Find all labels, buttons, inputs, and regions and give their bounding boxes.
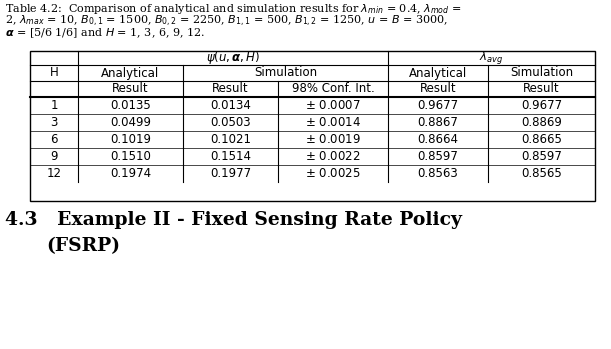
Text: Result: Result: [420, 82, 456, 96]
Text: 0.9677: 0.9677: [521, 99, 562, 112]
Text: Result: Result: [523, 82, 560, 96]
Text: 0.1977: 0.1977: [210, 167, 251, 180]
Text: 0.8665: 0.8665: [521, 133, 562, 146]
Text: 1: 1: [50, 99, 58, 112]
Text: 0.0134: 0.0134: [210, 99, 251, 112]
Text: 0.8664: 0.8664: [417, 133, 458, 146]
Text: 0.1514: 0.1514: [210, 150, 251, 163]
Text: 4.3   Example II - Fixed Sensing Rate Policy: 4.3 Example II - Fixed Sensing Rate Poli…: [5, 211, 462, 229]
Text: 6: 6: [50, 133, 58, 146]
Text: 0.1974: 0.1974: [110, 167, 151, 180]
Text: 12: 12: [46, 167, 62, 180]
Text: 0.8565: 0.8565: [521, 167, 562, 180]
Text: 98% Conf. Int.: 98% Conf. Int.: [291, 82, 375, 96]
Bar: [30, 51, 595, 201]
Text: Table 4.2:  Comparison of analytical and simulation results for $\lambda_{min}$ : Table 4.2: Comparison of analytical and …: [5, 2, 461, 16]
Text: 0.0503: 0.0503: [210, 116, 251, 129]
Text: 2, $\lambda_{max}$ = 10, $B_{0,1}$ = 1500, $B_{0,2}$ = 2250, $B_{1,1}$ = 500, $B: 2, $\lambda_{max}$ = 10, $B_{0,1}$ = 150…: [5, 14, 448, 29]
Text: 0.8867: 0.8867: [417, 116, 458, 129]
Text: Simulation: Simulation: [510, 67, 573, 80]
Text: 0.0135: 0.0135: [110, 99, 151, 112]
Text: $\pm$ 0.0014: $\pm$ 0.0014: [305, 116, 361, 129]
Text: $\pm$ 0.0022: $\pm$ 0.0022: [306, 150, 361, 163]
Text: $\pm$ 0.0019: $\pm$ 0.0019: [305, 133, 361, 146]
Text: 0.8563: 0.8563: [418, 167, 458, 180]
Text: Analytical: Analytical: [101, 67, 159, 80]
Text: 0.9677: 0.9677: [417, 99, 459, 112]
Text: (FSRP): (FSRP): [46, 237, 120, 255]
Text: $\pm$ 0.0007: $\pm$ 0.0007: [305, 99, 361, 112]
Text: Result: Result: [112, 82, 149, 96]
Text: 0.1019: 0.1019: [110, 133, 151, 146]
Text: 9: 9: [50, 150, 58, 163]
Text: 0.8597: 0.8597: [417, 150, 458, 163]
Text: 0.8869: 0.8869: [521, 116, 562, 129]
Text: 0.0499: 0.0499: [110, 116, 151, 129]
Text: $\psi(u, \boldsymbol{\alpha}, H)$: $\psi(u, \boldsymbol{\alpha}, H)$: [206, 50, 260, 67]
Text: 3: 3: [50, 116, 57, 129]
Text: $\pm$ 0.0025: $\pm$ 0.0025: [306, 167, 361, 180]
Text: $\lambda_{avg}$: $\lambda_{avg}$: [480, 50, 503, 67]
Text: 0.1021: 0.1021: [210, 133, 251, 146]
Text: $\boldsymbol{\alpha}$ = [5/6 1/6] and $H$ = 1, 3, 6, 9, 12.: $\boldsymbol{\alpha}$ = [5/6 1/6] and $H…: [5, 26, 205, 39]
Text: H: H: [49, 67, 59, 80]
Text: Simulation: Simulation: [254, 67, 317, 80]
Text: Result: Result: [212, 82, 249, 96]
Text: Analytical: Analytical: [409, 67, 467, 80]
Text: 0.1510: 0.1510: [110, 150, 151, 163]
Text: 0.8597: 0.8597: [521, 150, 562, 163]
